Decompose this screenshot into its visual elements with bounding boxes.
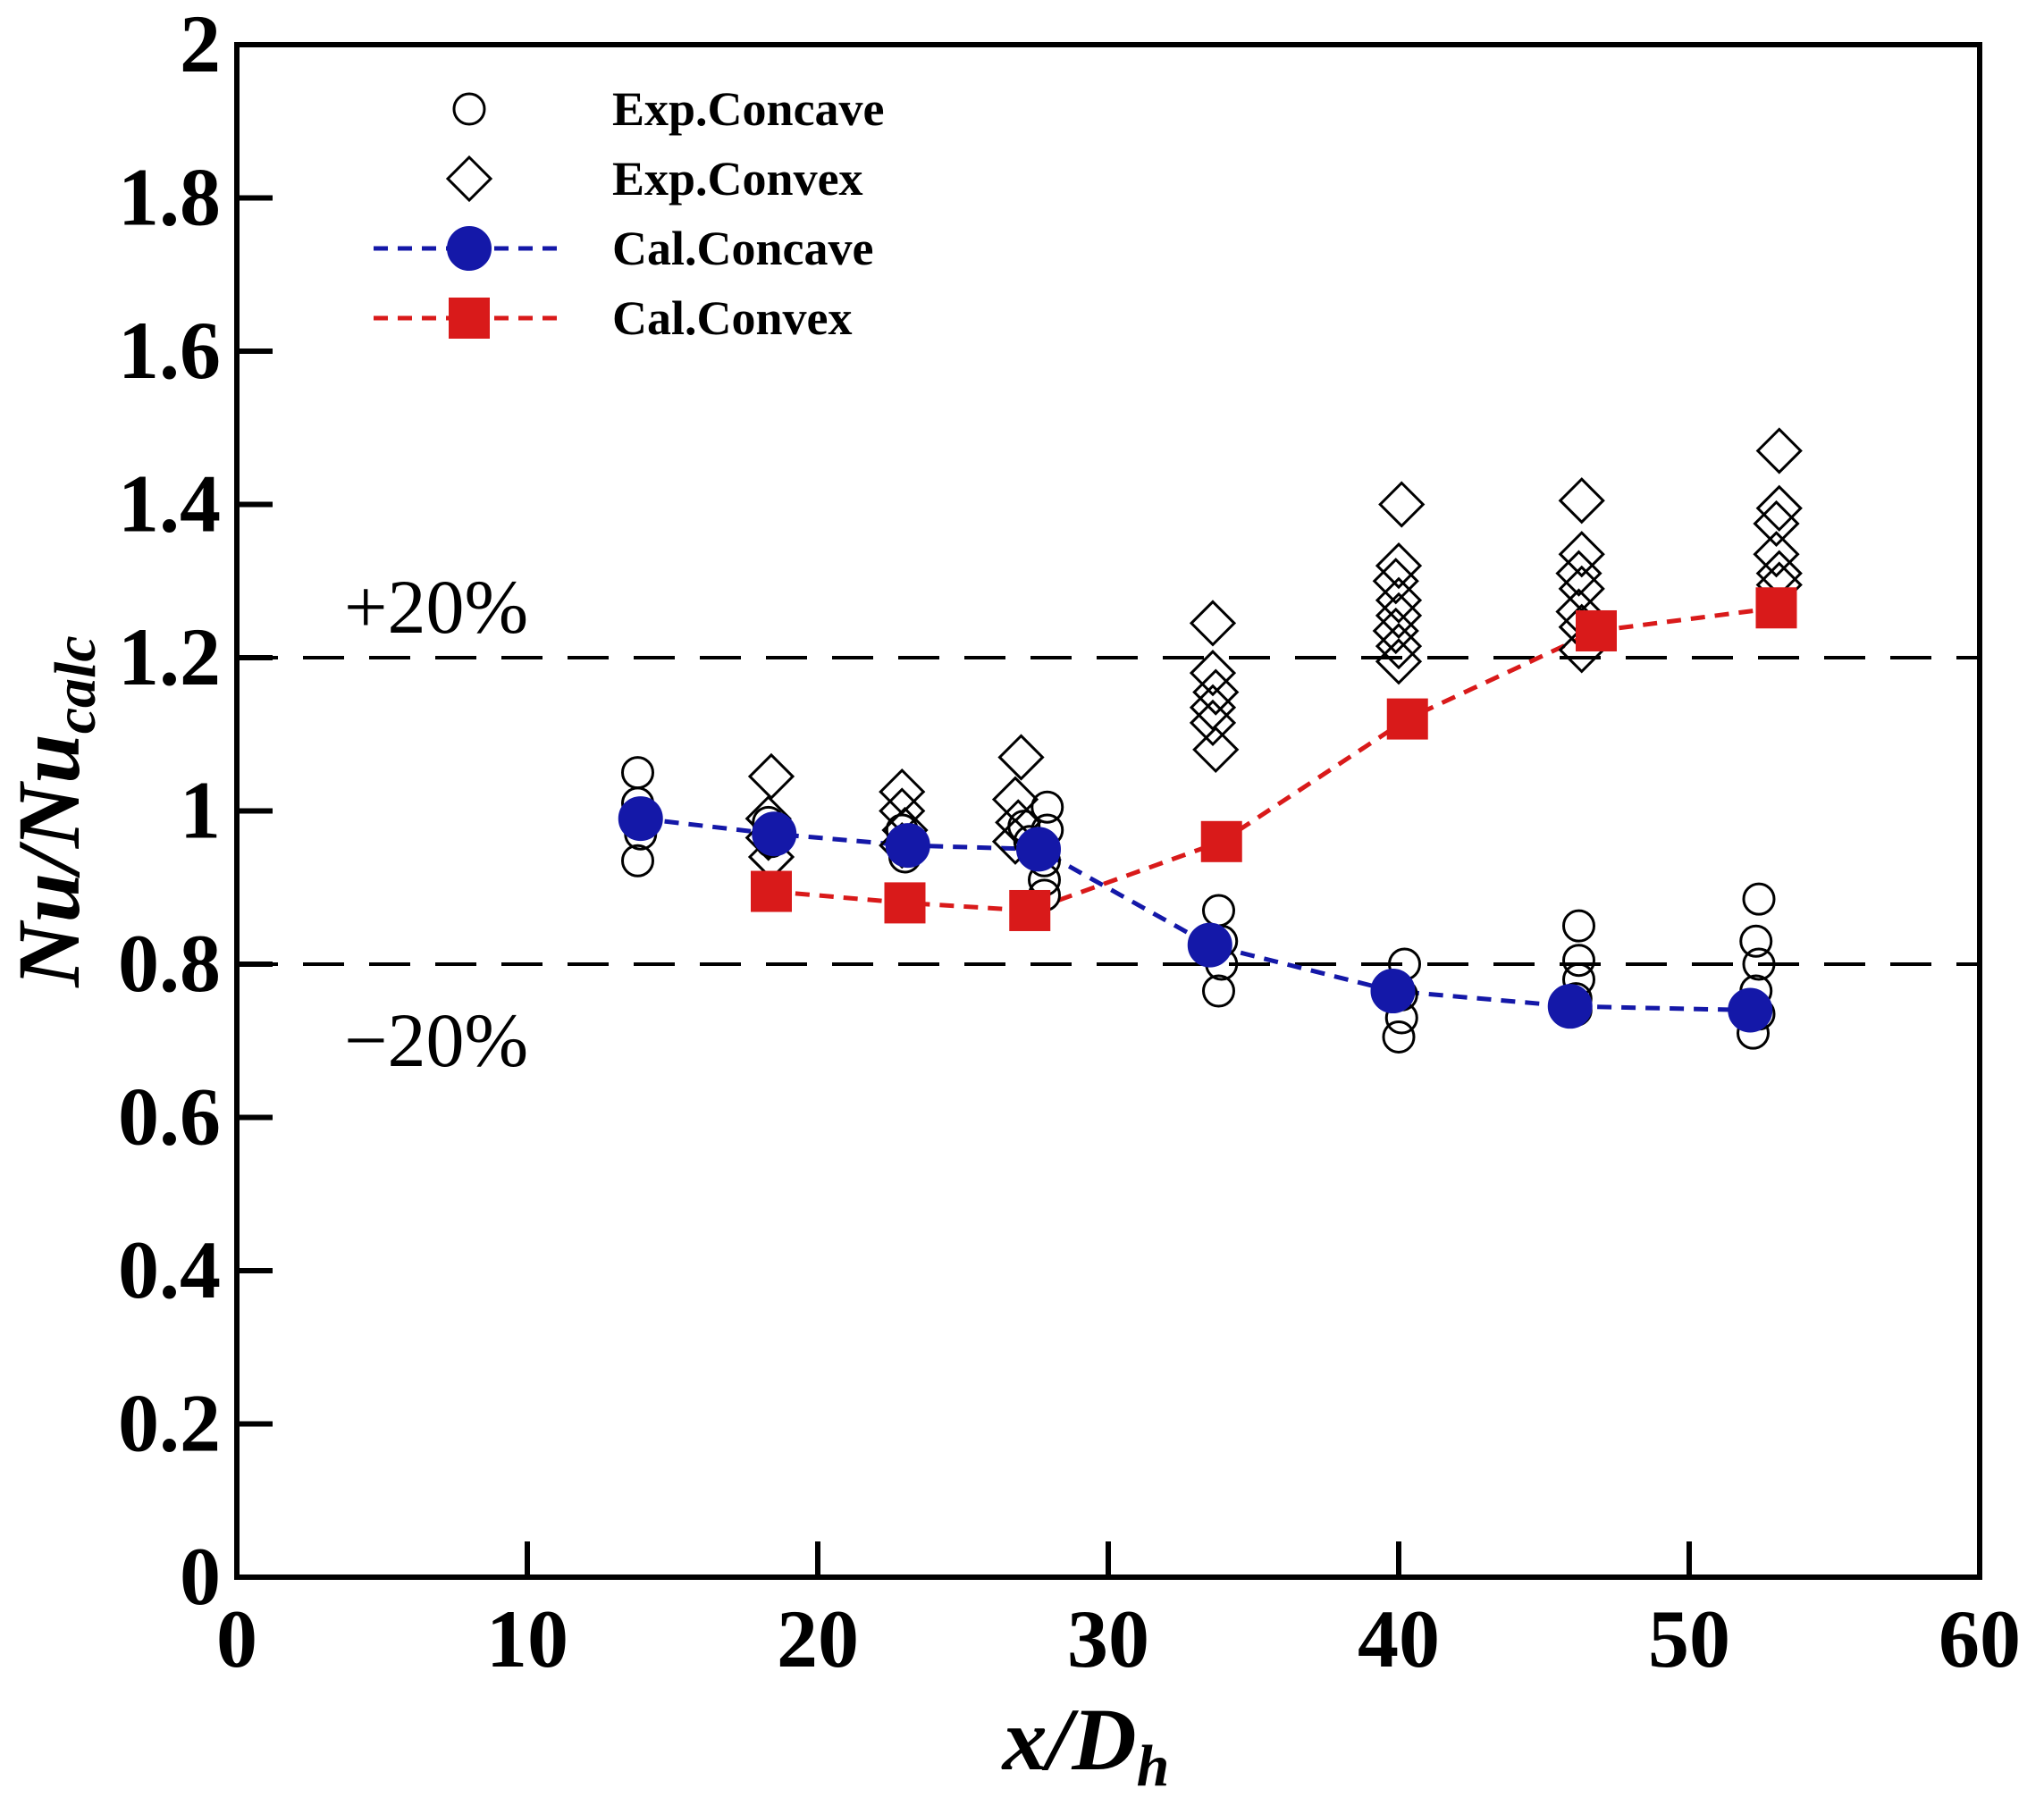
x-tick-label: 10	[486, 1593, 568, 1684]
exp-concave-point	[1030, 790, 1064, 824]
cal-convex-point	[1386, 698, 1428, 740]
legend-item-exp-concave: Exp.Concave	[452, 82, 885, 136]
exp-convex-point	[1375, 542, 1423, 590]
cal-convex-point	[1200, 820, 1242, 862]
exp-concave-point	[1202, 974, 1235, 1008]
exp-convex-point	[1189, 600, 1237, 647]
cal-concave-line	[640, 816, 1751, 1012]
y-tick-label: 1.2	[118, 611, 221, 702]
cal-concave-point	[1547, 984, 1593, 1029]
exp-convex-point	[747, 752, 795, 801]
exp-concave-point	[1742, 947, 1776, 981]
cal-concave-point	[618, 796, 663, 842]
annotation-minus-20: −20%	[344, 997, 528, 1083]
y-tick-label: 0.8	[118, 918, 221, 1009]
exp-convex-point	[1189, 699, 1237, 747]
exp-concave-point	[1202, 894, 1235, 928]
plot-frame	[234, 42, 1982, 1580]
y-tick-label: 2	[180, 0, 221, 89]
exp-convex-point	[1372, 558, 1419, 605]
cal-convex-point	[1755, 587, 1797, 629]
y-tick-label: 1.6	[118, 305, 221, 396]
exp-convex-point	[1375, 576, 1423, 624]
legend-marker-cal-convex	[449, 298, 490, 339]
axes: 00.20.40.60.811.21.41.61.820 10 20 30 40 50 60	[118, 0, 2021, 1684]
exp-concave-point	[621, 844, 654, 878]
exp-convex-point	[1375, 592, 1423, 639]
exp-convex-point	[1558, 477, 1605, 525]
cal-concave-point	[1370, 969, 1416, 1014]
cal-convex-point	[1576, 609, 1617, 651]
legend-marker-exp-convex	[445, 155, 493, 203]
exp-concave-point	[1382, 1020, 1416, 1054]
reference-lines	[237, 656, 1980, 966]
legend-marker-cal-concave	[447, 226, 492, 271]
cal-convex-point	[884, 882, 926, 924]
cal-convex-point	[751, 870, 792, 912]
exp-convex-point	[1555, 550, 1602, 597]
y-axis-title: Nu/Nucalc	[0, 635, 108, 987]
exp-convex-point	[1192, 726, 1240, 774]
y-tick-label: 1.8	[118, 152, 221, 243]
x-tick-label: 30	[1067, 1593, 1149, 1684]
legend: Exp.Concave Exp.Convex Cal.Concave Cal.Conv…	[374, 82, 885, 345]
legend-label-exp-concave: Exp.Concave	[612, 82, 885, 136]
x-tick-label: 20	[777, 1593, 859, 1684]
y-axis-title-main: Nu/Nu	[0, 734, 98, 987]
y-tick-label: 1	[180, 765, 221, 856]
x-tick-label: 50	[1648, 1593, 1730, 1684]
y-tick-label: 0	[180, 1531, 221, 1622]
legend-label-cal-convex: Cal.Convex	[612, 291, 853, 345]
y-tick-label: 0.2	[118, 1378, 221, 1469]
cal-concave-point	[752, 811, 797, 857]
cal-concave-point	[1728, 987, 1773, 1033]
annotation-plus-20: +20%	[344, 564, 528, 650]
x-axis-title-sub: h	[1137, 1734, 1170, 1797]
x-axis-title-main: x/D	[1001, 1690, 1137, 1789]
x-tick-label: 40	[1358, 1593, 1440, 1684]
exp-convex-point	[1753, 531, 1800, 578]
x-axis-title: x/Dh	[1001, 1690, 1170, 1797]
legend-item-cal-concave: Cal.Concave	[374, 222, 873, 275]
exp-convex-point	[1378, 481, 1426, 528]
y-tick-label: 0.6	[118, 1071, 221, 1163]
legend-item-cal-convex: Cal.Convex	[374, 291, 853, 345]
exp-convex-point	[1189, 684, 1237, 731]
exp-convex-point	[1372, 607, 1419, 655]
exp-convex-point	[1558, 531, 1605, 578]
filled-markers	[618, 587, 1797, 1033]
cal-concave-point	[1016, 827, 1061, 872]
exp-convex-point	[1189, 650, 1237, 697]
cal-concave-point	[1187, 922, 1232, 968]
exp-convex-point	[997, 734, 1045, 781]
exp-convex-point	[1755, 484, 1803, 532]
y-axis-title-sub: calc	[43, 635, 108, 734]
cal-convex-point	[1009, 889, 1051, 931]
y-tick-label: 1.4	[118, 458, 221, 550]
y-tick-label: 0.4	[118, 1224, 221, 1315]
exp-concave-point	[1562, 909, 1595, 943]
legend-label-cal-concave: Cal.Concave	[612, 222, 873, 275]
exp-concave-point	[621, 756, 654, 790]
legend-marker-exp-concave	[452, 92, 486, 126]
exp-convex-point	[879, 768, 926, 816]
exp-convex-point	[1375, 638, 1423, 685]
cal-convex-line	[770, 605, 1777, 913]
legend-label-exp-convex: Exp.Convex	[612, 152, 863, 206]
cal-concave-point	[885, 823, 930, 869]
exp-convex-point	[1755, 427, 1803, 474]
exp-concave-point	[1739, 924, 1773, 958]
exp-convex-point	[1375, 623, 1423, 670]
exp-convex-point	[1558, 565, 1605, 612]
exp-convex-point	[1192, 668, 1240, 716]
exp-convex-point	[1753, 500, 1800, 548]
x-tick-label: 60	[1939, 1593, 2021, 1684]
exp-concave-point	[1742, 882, 1776, 916]
x-tick-label: 0	[216, 1593, 257, 1684]
legend-item-exp-convex: Exp.Convex	[445, 152, 863, 206]
exp-concave-point	[1562, 944, 1595, 978]
